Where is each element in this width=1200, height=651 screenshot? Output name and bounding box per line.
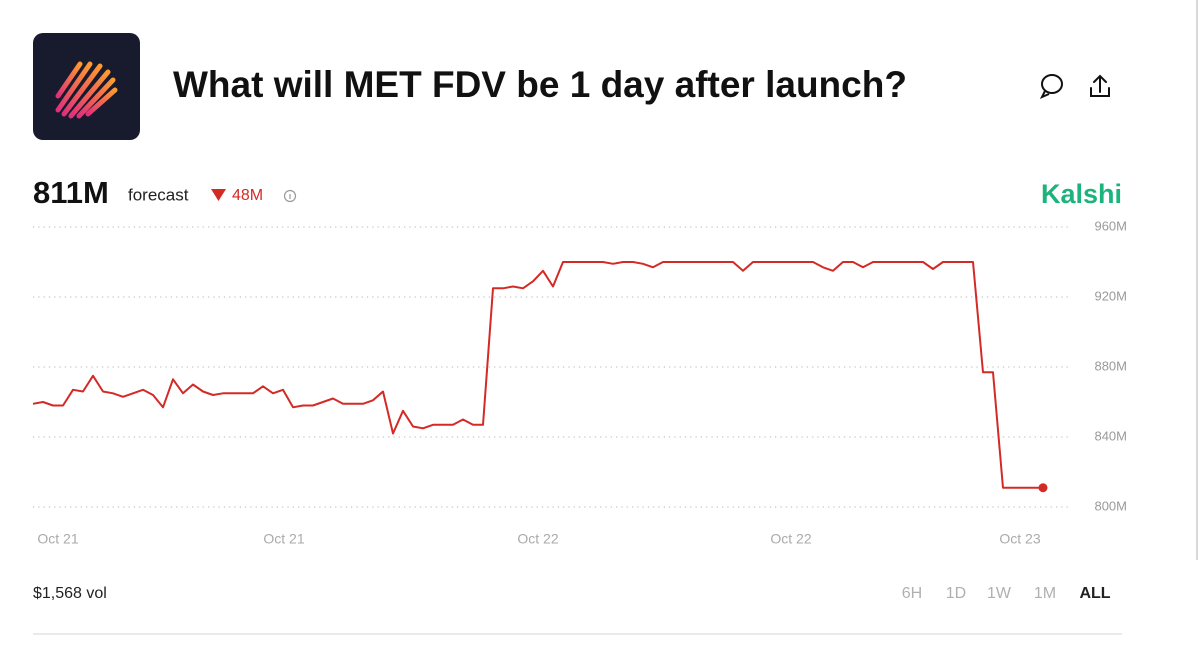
- y-tick-label: 880M: [1094, 358, 1127, 373]
- price-line: [32, 261, 1043, 489]
- range-button[interactable]: 6H: [902, 585, 922, 602]
- x-tick-label: Oct 22: [770, 531, 811, 547]
- range-button[interactable]: 1M: [1034, 585, 1056, 602]
- range-button[interactable]: 1W: [987, 585, 1012, 602]
- source-brand: Kalshi: [1041, 179, 1122, 209]
- y-tick-label: 840M: [1094, 428, 1127, 443]
- market-logo: [33, 33, 140, 140]
- forecast-value: 811M: [33, 175, 109, 210]
- last-point: [1038, 483, 1048, 493]
- x-tick-label: Oct 21: [263, 531, 304, 547]
- range-button[interactable]: ALL: [1079, 585, 1110, 602]
- forecast-label: forecast: [128, 185, 189, 204]
- comment-icon[interactable]: [1039, 74, 1063, 99]
- y-tick-label: 920M: [1094, 288, 1127, 303]
- forecast-change: 48M: [232, 187, 263, 204]
- x-tick-label: Oct 22: [517, 531, 558, 547]
- y-tick-label: 960M: [1094, 218, 1127, 233]
- volume: $1,568 vol: [33, 585, 107, 602]
- down-arrow: [211, 189, 226, 201]
- y-tick-label: 800M: [1094, 498, 1127, 513]
- info-icon[interactable]: [283, 189, 297, 203]
- x-tick-label: Oct 23: [999, 531, 1040, 547]
- market-title: What will MET FDV be 1 day after launch?: [173, 64, 907, 105]
- range-button[interactable]: 1D: [946, 585, 966, 602]
- x-tick-label: Oct 21: [37, 531, 78, 547]
- share-icon[interactable]: [1090, 74, 1110, 97]
